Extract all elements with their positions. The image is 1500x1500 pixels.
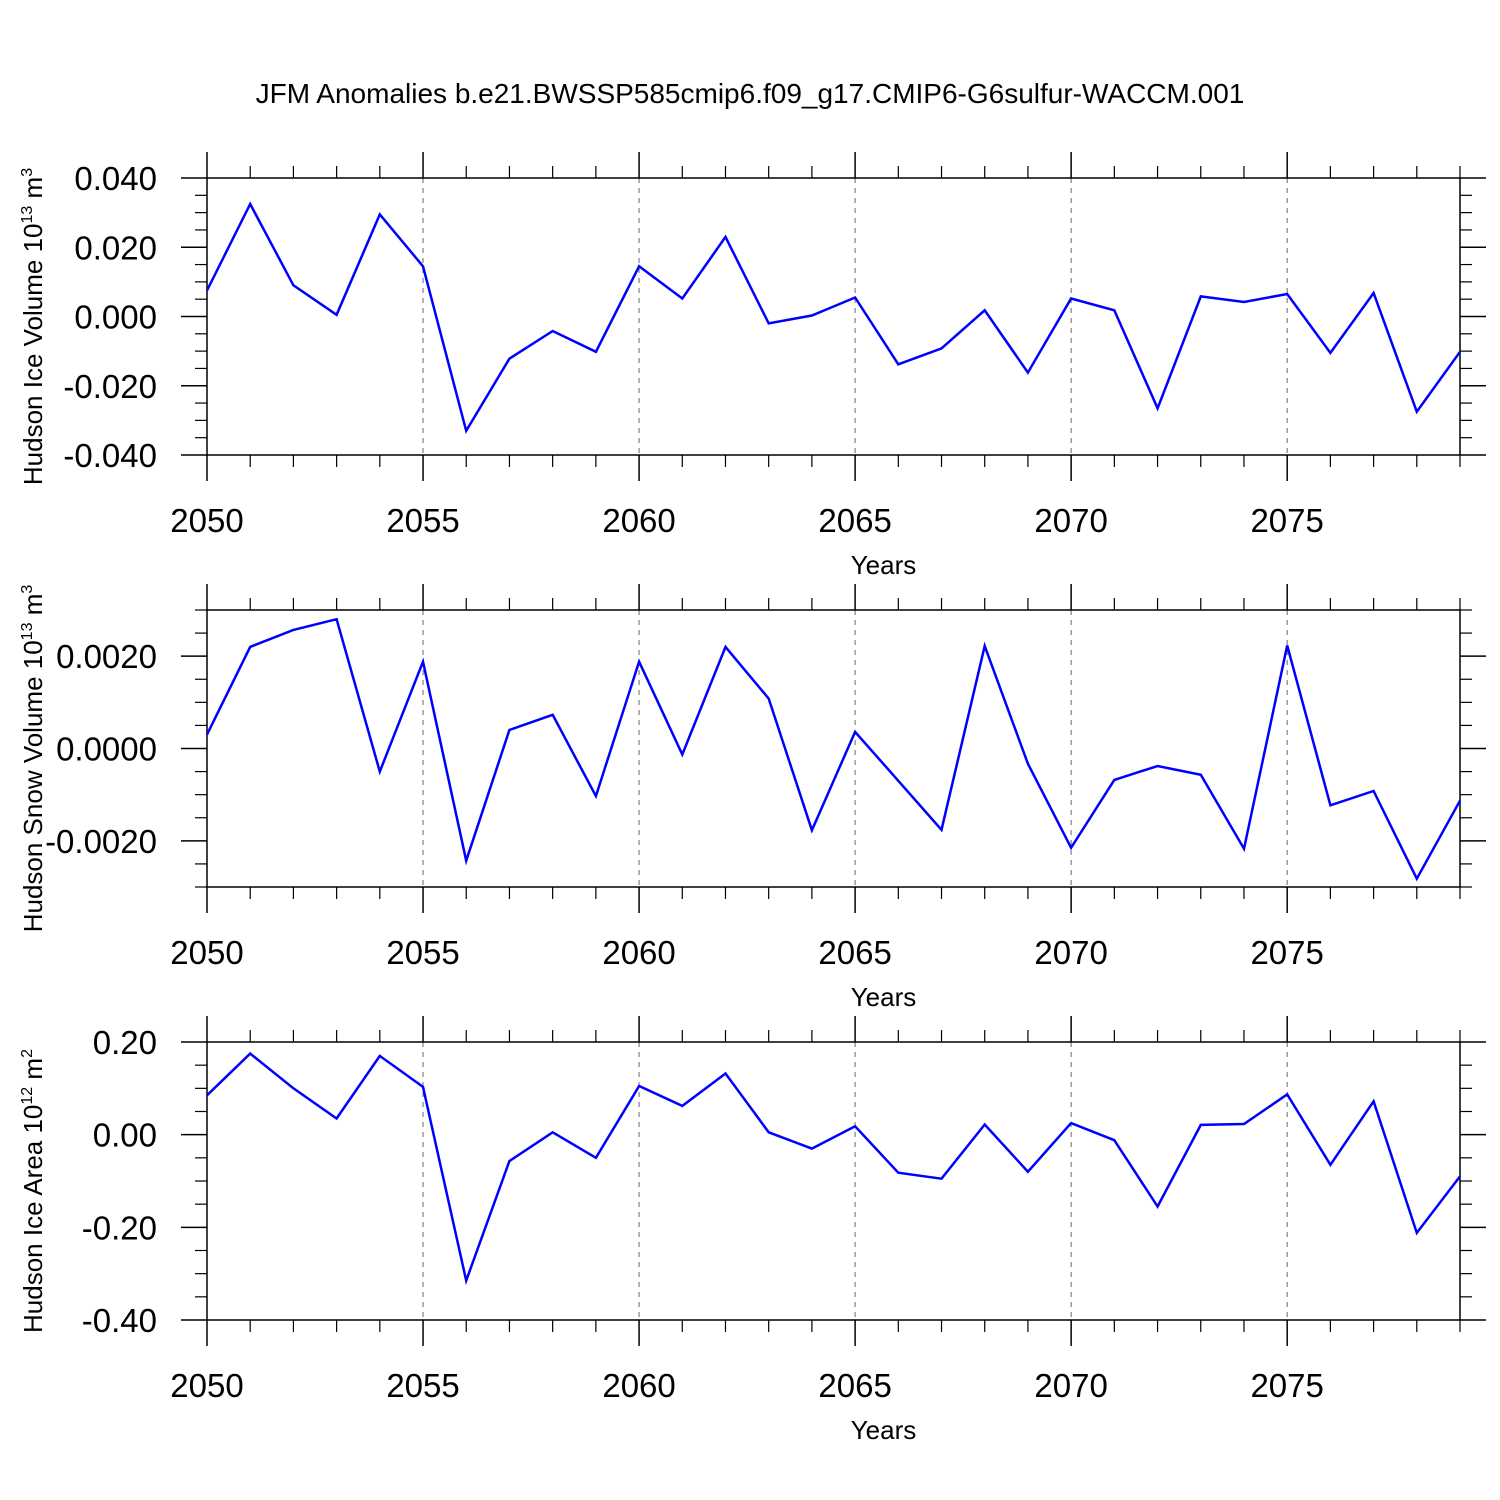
x-tick-label: 2070 <box>1034 502 1107 539</box>
plot-frame <box>206 1041 1461 1321</box>
x-tick-label: 2065 <box>818 502 891 539</box>
y-tick-label: 0.00 <box>93 1117 157 1154</box>
series-line <box>205 617 1462 882</box>
y-tick-label: 0.040 <box>74 160 157 197</box>
x-tick-label: 2055 <box>386 1367 459 1404</box>
x-tick-label: 2070 <box>1034 934 1107 971</box>
x-tick-label: 2060 <box>602 502 675 539</box>
chart-panel-2: 2050 2055 2060 2065 2070 2075 Years -0.0020 0.00… <box>18 584 1486 1012</box>
chart-panel-1: 2050 2055 2060 2065 2070 2075 Years -0.040 -0.02… <box>18 152 1486 580</box>
x-tick-label: 2060 <box>602 1367 675 1404</box>
y-tick-label: 0.020 <box>74 229 157 266</box>
y-tick-label: -0.040 <box>63 437 157 474</box>
y-axis-label: Hudson Snow Volume 1013 m3 <box>18 585 48 933</box>
x-axis-label: Years <box>851 1415 917 1445</box>
x-tick-label: 2060 <box>602 934 675 971</box>
x-axis-label: Years <box>851 550 917 580</box>
x-tick-label: 2050 <box>170 1367 243 1404</box>
chart-panel-3: 2050 2055 2060 2065 2070 2075 Years -0.40 -0.20 0… <box>18 1016 1486 1445</box>
y-tick-label: -0.40 <box>82 1302 157 1339</box>
x-tick-label: 2075 <box>1250 1367 1323 1404</box>
y-axis-label: Hudson Ice Volume 1013 m3 <box>18 168 48 485</box>
y-tick-label: -0.0020 <box>45 823 157 860</box>
x-tick-label: 2065 <box>818 934 891 971</box>
series-line <box>205 201 1462 434</box>
x-tick-label: 2050 <box>170 502 243 539</box>
y-axis-label: Hudson Ice Area 1012 m2 <box>18 1049 48 1333</box>
x-tick-label: 2075 <box>1250 934 1323 971</box>
plot-frame <box>206 177 1461 456</box>
y-tick-label: 0.0020 <box>56 638 157 675</box>
plot-frame <box>206 609 1461 888</box>
series-line <box>206 1051 1461 1286</box>
x-axis-label: Years <box>851 982 917 1012</box>
y-tick-label: 0.0000 <box>56 731 157 768</box>
x-tick-label: 2055 <box>386 934 459 971</box>
page-title: JFM Anomalies b.e21.BWSSP585cmip6.f09_g1… <box>255 78 1245 109</box>
x-tick-label: 2050 <box>170 934 243 971</box>
y-tick-label: -0.20 <box>82 1209 157 1246</box>
y-tick-label: 0.20 <box>93 1024 157 1061</box>
x-tick-label: 2070 <box>1034 1367 1107 1404</box>
x-tick-label: 2055 <box>386 502 459 539</box>
y-tick-label: 0.000 <box>74 299 157 336</box>
x-tick-label: 2065 <box>818 1367 891 1404</box>
x-tick-label: 2075 <box>1250 502 1323 539</box>
y-tick-label: -0.020 <box>63 368 157 405</box>
